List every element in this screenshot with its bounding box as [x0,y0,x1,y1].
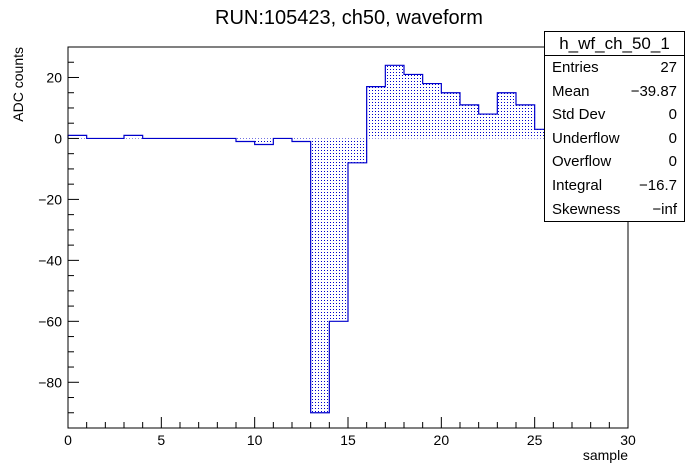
stats-title: h_wf_ch_50_1 [545,32,684,56]
x-tick-label: 30 [620,432,636,448]
stats-value: 0 [668,129,677,147]
x-tick-label: 15 [340,432,356,448]
stats-row: Std Dev 0 [545,103,684,127]
x-tick-label: 25 [527,432,543,448]
bar [516,104,535,139]
x-tick-label: 0 [64,432,72,448]
stats-key: Skewness [552,200,621,218]
x-axis: 0 5 10 15 20 25 30 [64,417,636,448]
stats-key: Integral [552,176,603,194]
stats-value: −39.87 [630,82,677,100]
bar [478,114,498,139]
bar [366,86,386,139]
x-tick-label: 5 [157,432,165,448]
stats-row: Mean −39.87 [545,80,684,104]
y-tick-label: 20 [46,69,62,85]
stats-box: h_wf_ch_50_1 Entries 27 Mean −39.87 Std Dev 0… [544,31,685,222]
bar [348,138,367,163]
bar [329,138,348,322]
stats-row: Entries 27 [545,56,684,80]
histogram-outline-group [67,64,573,414]
stats-key: Underflow [552,129,620,147]
x-tick-label: 20 [434,432,450,448]
stats-value: 0 [668,106,677,124]
x-axis-label: sample [583,447,628,463]
bar [310,138,330,413]
stats-key: Entries [552,59,599,76]
stats-row: Integral −16.7 [545,174,684,198]
bar [385,65,404,139]
stats-value: −16.7 [639,176,677,194]
stats-value: 0 [668,153,677,171]
stats-key: Overflow [552,153,612,171]
bar [404,74,423,139]
y-tick-label: −20 [38,191,62,207]
y-tick-label: 0 [54,130,62,146]
stats-row: Overflow 0 [545,150,684,174]
stats-row: Skewness −inf [545,198,684,222]
bar [441,92,460,139]
y-tick-label: −40 [38,252,62,268]
y-axis: −80 −60 −40 −20 0 20 [38,46,79,414]
stats-value: −inf [652,200,677,218]
bars-group [68,65,572,413]
stats-row: Underflow 0 [545,127,684,151]
bar [292,138,311,142]
bar [124,135,143,139]
bar [254,138,274,145]
bar [236,138,255,142]
stats-key: Mean [552,82,590,100]
bar [497,92,516,139]
bar [422,83,442,139]
y-tick-label: −80 [38,374,62,390]
chart-title: RUN:105423, ch50, waveform [215,7,483,29]
bar [460,104,479,139]
bar [68,135,87,139]
histogram-outline [67,64,573,414]
stats-value: 27 [660,59,677,76]
y-tick-label: −60 [38,313,62,329]
y-axis-label: ADC counts [10,47,26,122]
stats-rows: Entries 27 Mean −39.87 Std Dev 0 Underflow 0 Ove… [545,56,684,221]
x-tick-label: 10 [247,432,263,448]
stats-key: Std Dev [552,106,606,124]
